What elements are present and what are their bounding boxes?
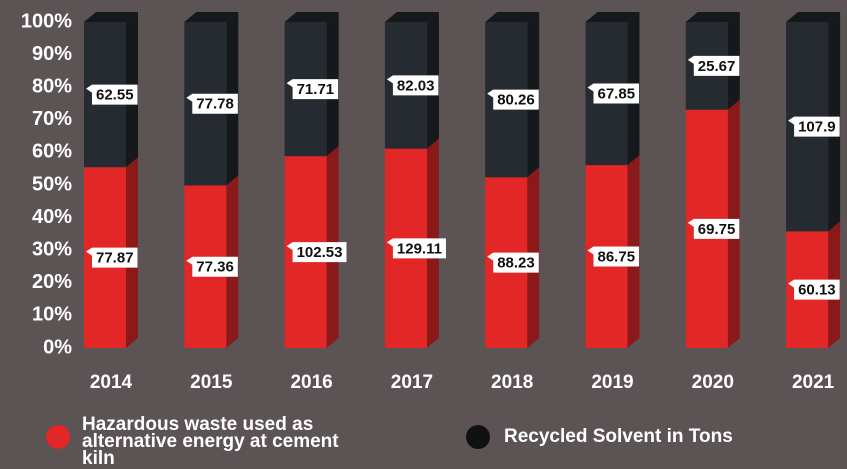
data-label-box (86, 84, 138, 105)
bar-top (284, 12, 339, 22)
data-label-box (587, 246, 640, 267)
bar-top (84, 12, 138, 22)
y-tick-label: 20% (32, 271, 72, 293)
data-label-box (186, 93, 238, 114)
data-label-box (687, 218, 740, 239)
data-label-box (487, 89, 539, 110)
y-tick-label: 50% (32, 173, 72, 195)
x-tick-label: 2017 (391, 372, 433, 393)
y-tick-label: 30% (32, 238, 72, 260)
data-label-box (687, 55, 740, 76)
y-tick-label: 80% (32, 75, 72, 97)
y-tick-label: 100% (21, 10, 72, 32)
data-label: 62.55 (96, 87, 134, 104)
x-tick-label: 2018 (491, 372, 533, 393)
data-label-box (286, 79, 339, 100)
data-label-box (788, 116, 840, 137)
data-label: 86.75 (598, 249, 636, 266)
data-label: 107.9 (798, 119, 836, 136)
data-label-box (386, 75, 439, 96)
data-label-box (788, 279, 840, 300)
x-tick-label: 2020 (692, 372, 734, 393)
data-label: 77.78 (196, 96, 234, 113)
x-tick-label: 2019 (591, 372, 633, 393)
data-label: 69.75 (698, 221, 736, 238)
bar-top (485, 12, 540, 22)
x-tick-label: 2014 (90, 372, 133, 393)
x-tick-label: 2016 (290, 372, 332, 393)
legend-label: Hazardous waste used as alternative ener… (82, 414, 339, 469)
data-label-box (286, 242, 347, 263)
bar-top (184, 12, 239, 22)
bar-top (685, 12, 740, 22)
legend-label: Recycled Solvent in Tons (504, 426, 733, 447)
data-label-box (587, 83, 640, 104)
y-tick-label: 90% (32, 43, 72, 65)
y-tick-label: 0% (43, 336, 72, 358)
legend-swatch (46, 425, 70, 449)
y-tick-label: 70% (32, 108, 72, 130)
bar-top (585, 12, 640, 22)
data-label: 129.11 (397, 240, 442, 257)
data-label: 102.53 (297, 244, 343, 261)
data-label: 88.23 (497, 255, 535, 272)
data-label: 67.85 (598, 86, 636, 103)
data-label: 82.03 (397, 77, 435, 94)
x-tick-label: 2021 (792, 372, 835, 393)
data-label: 77.87 (96, 250, 134, 267)
data-label: 71.71 (297, 81, 335, 98)
y-tick-label: 60% (32, 141, 72, 163)
y-tick-label: 10% (32, 304, 72, 326)
x-tick-label: 2015 (190, 372, 233, 393)
data-label-box (386, 238, 446, 259)
data-label: 77.36 (196, 259, 234, 276)
page: 0% 10% 20% 30% 40% 50% 60% 70% 80% 90% 100% 2014 201… (20, 10, 841, 468)
data-label-box (487, 252, 539, 273)
data-label: 80.26 (497, 92, 535, 109)
chart: 0% 10% 20% 30% 40% 50% 60% 70% 80% 90% 100% 2014 201… (21, 10, 841, 449)
data-label-box (86, 247, 138, 268)
y-tick-label: 40% (32, 206, 72, 228)
legend-swatch (466, 425, 490, 449)
bar-top (384, 12, 439, 22)
data-label: 25.67 (698, 58, 736, 75)
data-label: 60.13 (798, 282, 836, 299)
bar-top (786, 12, 841, 22)
data-label-box (186, 256, 238, 277)
